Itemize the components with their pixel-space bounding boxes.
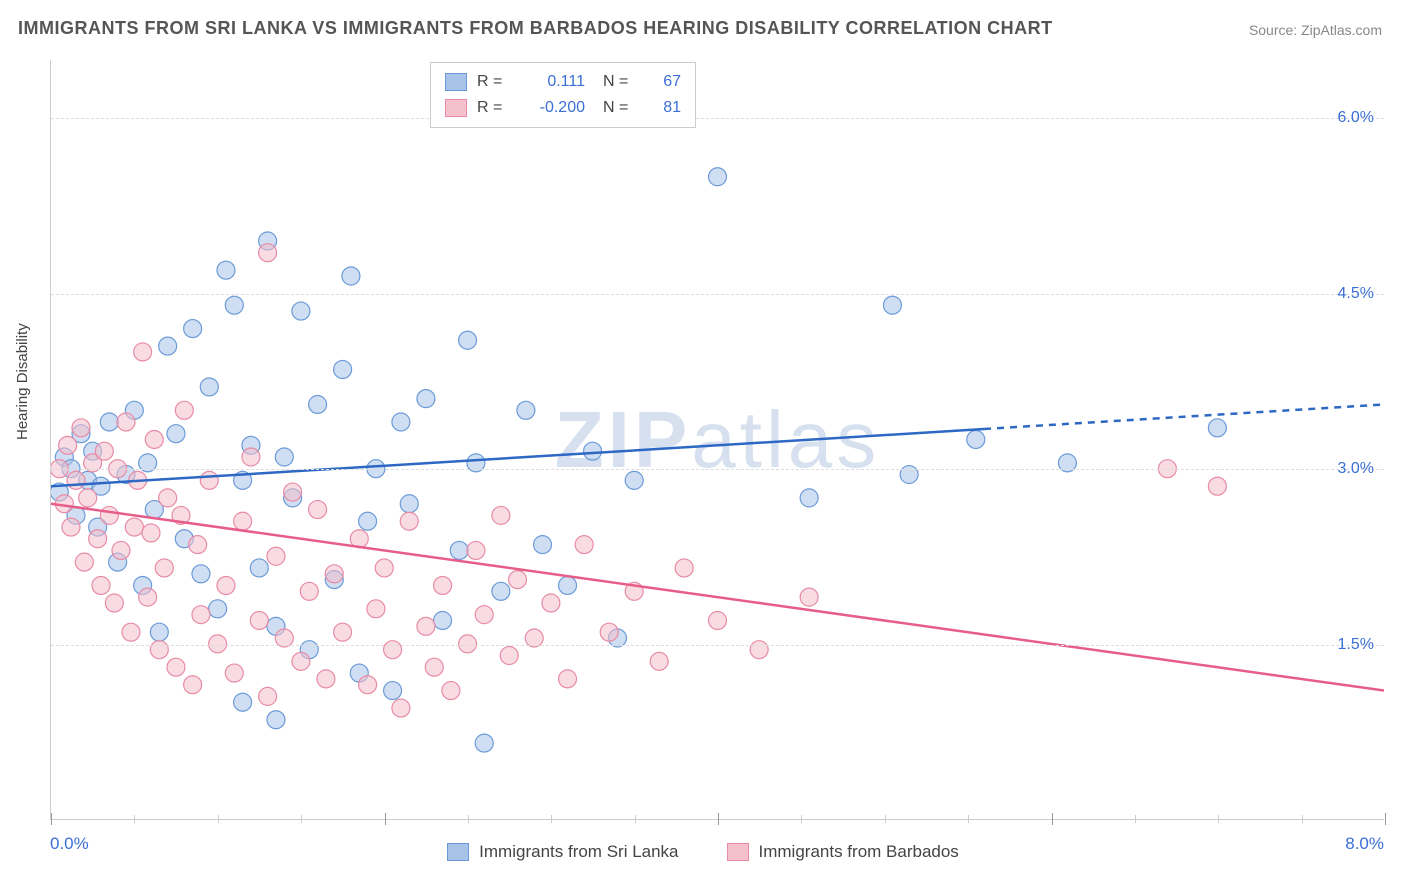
- n-label: N =: [603, 73, 637, 91]
- y-tick-label: 6.0%: [1338, 109, 1374, 127]
- r-value-1: 0.111: [521, 73, 585, 91]
- r-label: R =: [477, 73, 511, 91]
- chart-title: IMMIGRANTS FROM SRI LANKA VS IMMIGRANTS …: [18, 18, 1053, 39]
- n-value-2: 81: [647, 99, 681, 117]
- legend-swatch-2: [445, 99, 467, 117]
- legend-swatch-1: [445, 73, 467, 91]
- y-tick-label: 4.5%: [1338, 285, 1374, 303]
- series-legend: Immigrants from Sri Lanka Immigrants fro…: [0, 842, 1406, 862]
- n-value-1: 67: [647, 73, 681, 91]
- legend-item-1: Immigrants from Sri Lanka: [447, 842, 678, 862]
- legend-swatch-bottom-1: [447, 843, 469, 861]
- scatter-plot-svg: [51, 60, 1384, 819]
- legend-row-series-1: R = 0.111 N = 67: [445, 69, 681, 95]
- r-value-2: -0.200: [521, 99, 585, 117]
- r-label: R =: [477, 99, 511, 117]
- legend-row-series-2: R = -0.200 N = 81: [445, 95, 681, 121]
- y-tick-label: 3.0%: [1338, 460, 1374, 478]
- legend-label-2: Immigrants from Barbados: [759, 842, 959, 862]
- source-attribution: Source: ZipAtlas.com: [1249, 22, 1382, 38]
- n-label: N =: [603, 99, 637, 117]
- legend-swatch-bottom-2: [727, 843, 749, 861]
- y-tick-label: 1.5%: [1338, 636, 1374, 654]
- y-axis-label: Hearing Disability: [14, 323, 31, 440]
- legend-label-1: Immigrants from Sri Lanka: [479, 842, 678, 862]
- legend-item-2: Immigrants from Barbados: [727, 842, 959, 862]
- chart-plot-area: ZIPatlas 1.5%3.0%4.5%6.0%: [50, 60, 1384, 820]
- correlation-legend: R = 0.111 N = 67 R = -0.200 N = 81: [430, 62, 696, 128]
